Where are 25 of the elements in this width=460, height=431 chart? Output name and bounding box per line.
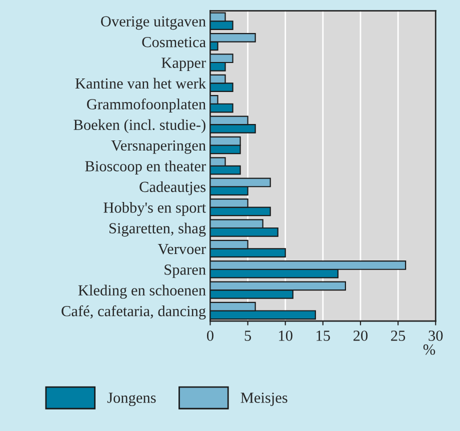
y-tick-label: Cadeautjes xyxy=(140,181,206,196)
y-tick-label: Bioscoop en theater xyxy=(85,160,206,174)
x-tick-label: 0 xyxy=(206,330,214,341)
y-tick-label: Sigaretten, shag xyxy=(109,222,206,237)
y-tick-label: Kapper xyxy=(162,58,206,72)
x-tick-label: 15 xyxy=(316,330,330,341)
x-tick-label: 20 xyxy=(354,330,368,341)
x-tick-label: 5 xyxy=(244,330,252,341)
x-tick-label: 10 xyxy=(279,330,292,341)
y-tick-label: Kleding en schoenen xyxy=(78,284,206,299)
y-tick-label: Café, cafetaria, dancing xyxy=(62,305,206,320)
y-tick-label: Sparen xyxy=(164,264,206,278)
y-tick-label: Overige uitgaven xyxy=(101,16,206,30)
y-tick-label: Kantine van het werk xyxy=(75,78,206,89)
y-tick-label: Hobby's en sport xyxy=(104,202,206,216)
y-tick-label: Grammofoonplaten xyxy=(87,98,206,113)
y-tick-label: Cosmetica xyxy=(142,36,206,48)
x-tick-label: 25 xyxy=(391,330,406,341)
legend-label: Jongens xyxy=(107,392,156,406)
y-tick-label: Versnaperingen xyxy=(111,140,206,154)
y-tick-label: Boeken (incl. studie-) xyxy=(74,119,206,134)
x-tick-label: 30 xyxy=(428,330,443,341)
x-axis-title: % xyxy=(423,344,436,355)
y-tick-label: Vervoer xyxy=(158,244,206,254)
legend-label: Meisjes xyxy=(240,392,288,406)
